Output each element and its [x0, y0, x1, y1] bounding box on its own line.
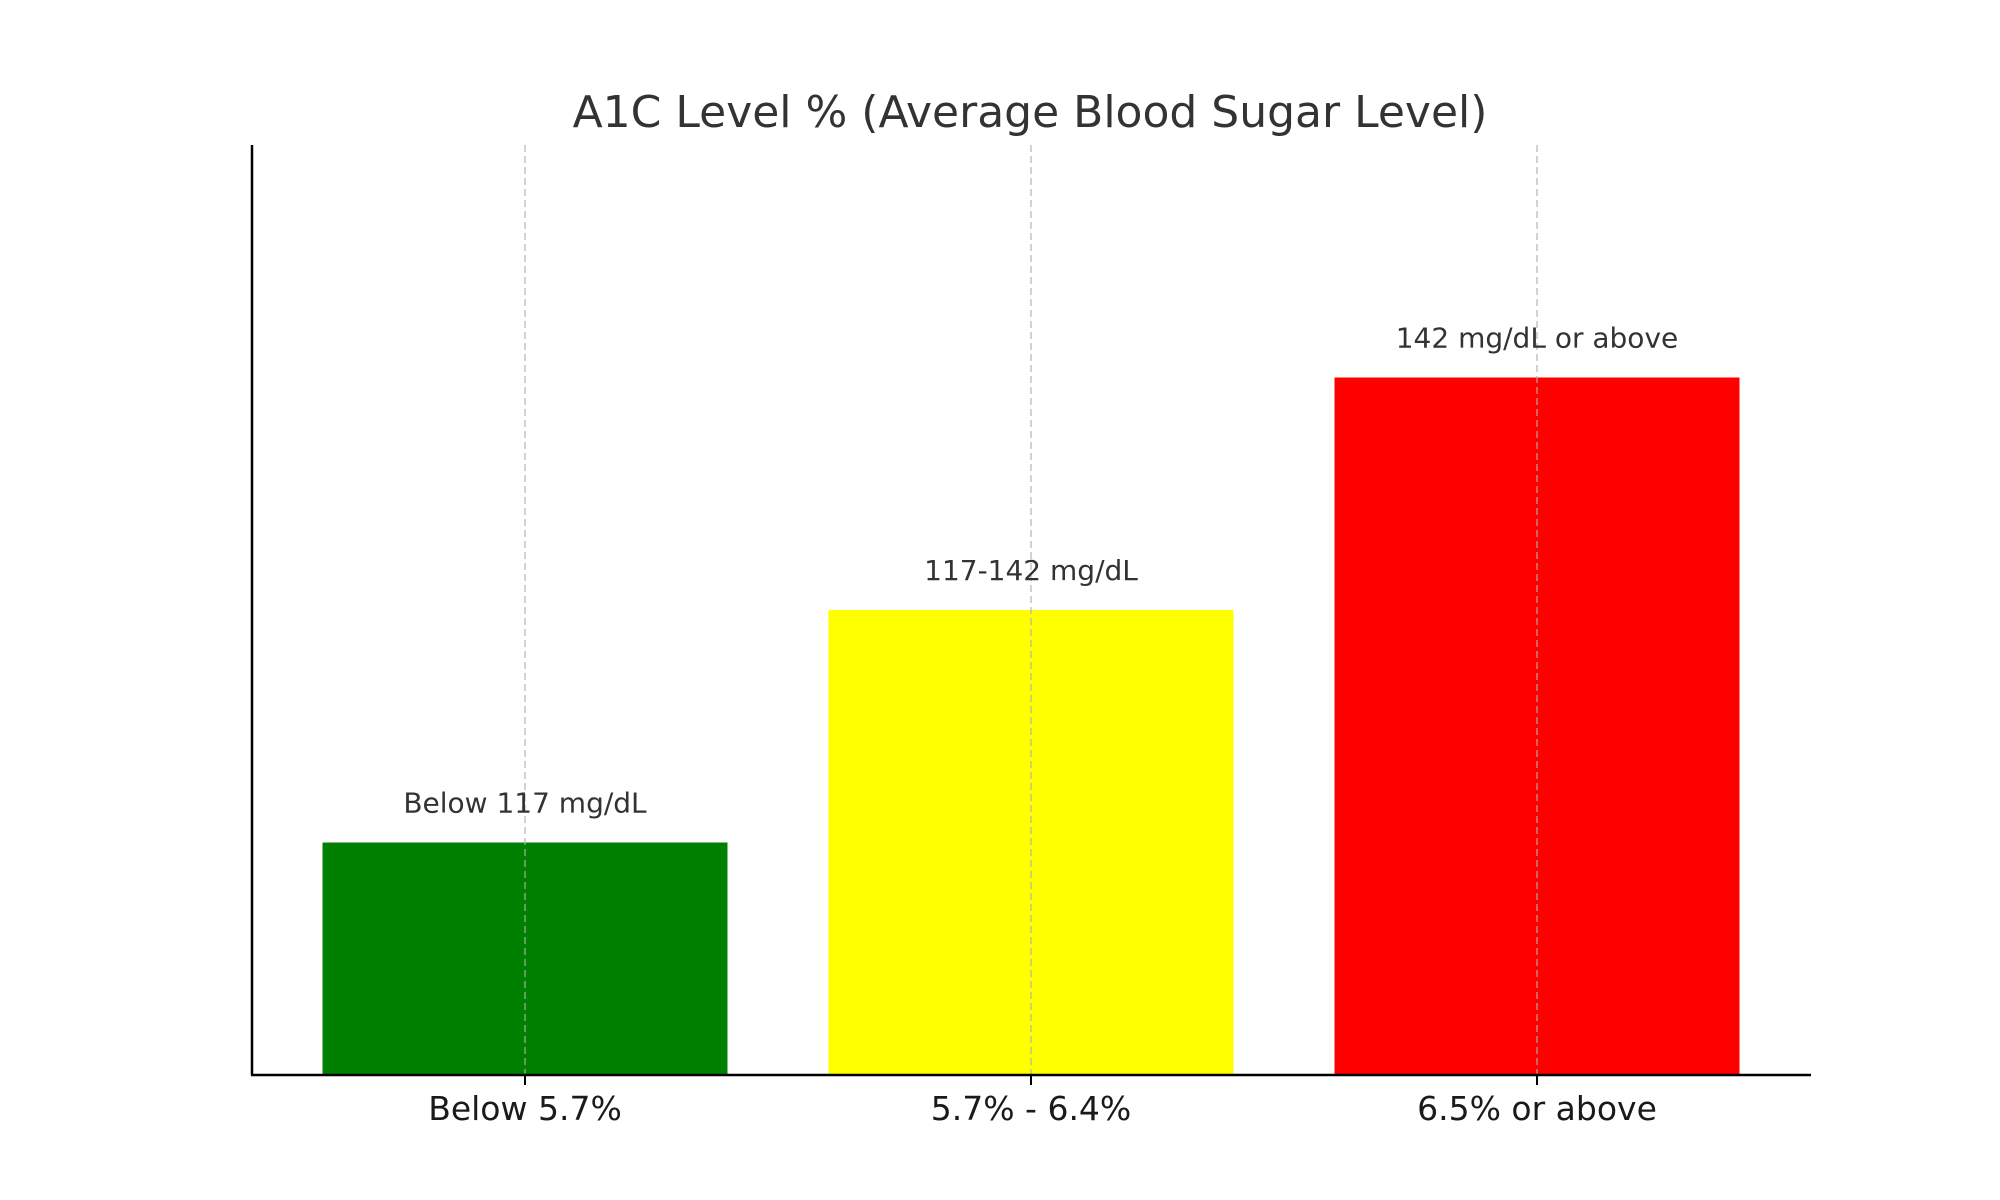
chart-title: A1C Level % (Average Blood Sugar Level) — [573, 87, 1488, 138]
grid-lines-front — [524, 145, 1538, 1075]
data-label-1: Below 117 mg/dL — [403, 787, 647, 820]
data-labels: Below 117 mg/dL 117-142 mg/dL 142 mg/dL or… — [403, 322, 1678, 820]
data-label-3: 142 mg/dL or above — [1396, 322, 1679, 355]
bar-3 — [1334, 377, 1740, 1075]
x-tick-label-2: 5.7% - 6.4% — [931, 1089, 1132, 1128]
data-label-2: 117-142 mg/dL — [924, 554, 1138, 587]
x-tick-label-3: 6.5% or above — [1417, 1089, 1657, 1128]
x-tick-label-1: Below 5.7% — [428, 1089, 622, 1128]
x-ticks: Below 5.7% 5.7% - 6.4% 6.5% or above — [428, 1075, 1657, 1128]
